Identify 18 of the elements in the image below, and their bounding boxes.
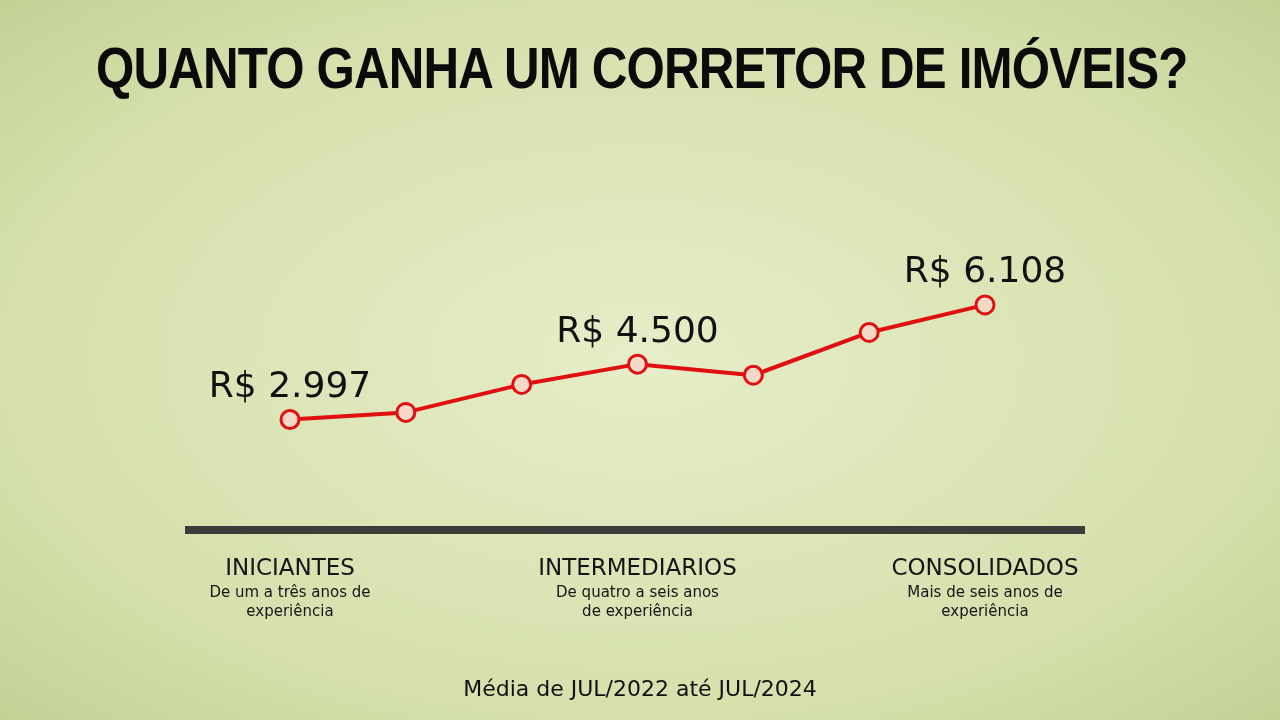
text: De um a três anos de experiência [209,583,371,621]
text: Média de JUL/2022 até JUL/2024 [462,676,818,701]
x-tick-label: CONSOLIDADOS [891,554,1079,581]
point [395,401,417,423]
x-tick-label: INTERMEDIARIOS [538,554,737,581]
point [858,321,880,343]
point [511,373,533,395]
data-label: R$ 2.997 [208,363,372,405]
point [974,294,996,316]
x-tick-label: INICIANTES [225,554,355,581]
point [627,353,648,375]
data-label: R$ 6.108 [903,249,1067,291]
data-label: R$ 4.500 [556,308,719,350]
text: De quatro a seis anos de experiência [556,583,720,621]
point [742,364,764,386]
point [279,409,301,431]
chart-title: QUANTO GANHA UM CORRETOR DE IMÓVEIS? [96,34,1188,101]
text: Mais de seis anos de experiência [907,583,1063,621]
